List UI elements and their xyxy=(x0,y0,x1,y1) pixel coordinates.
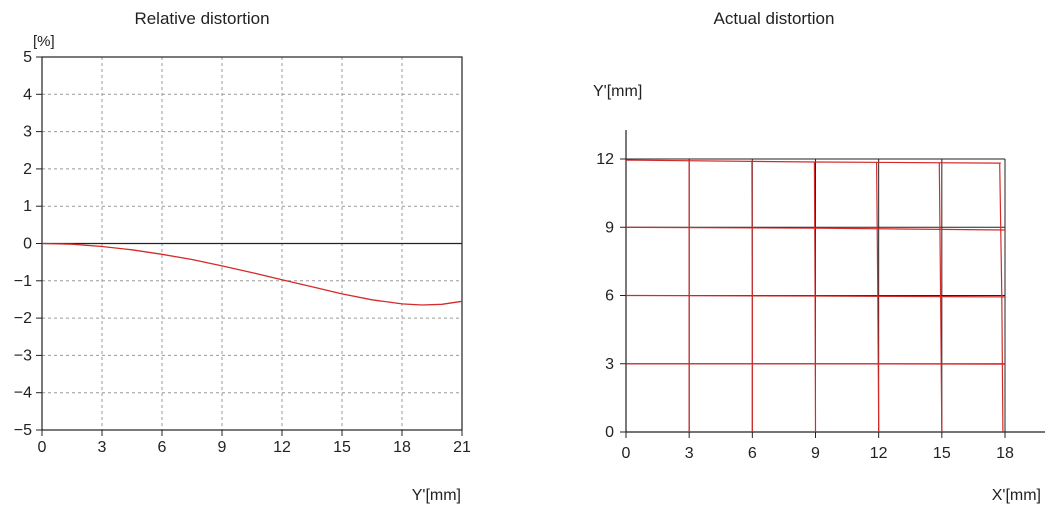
right-x-tick-label: 12 xyxy=(870,445,888,462)
distorted-grid-vertical-line xyxy=(876,162,880,433)
right-y-tick-label: 6 xyxy=(605,288,614,305)
actual-distortion-chart: Actual distortion Y'[mm] X'[mm] 0 3 6 9 12 15… xyxy=(593,9,1045,504)
left-y-tick-label: −4 xyxy=(14,385,32,402)
right-x-tick-label: 6 xyxy=(748,445,757,462)
actual-distortion-y-axis-label: Y'[mm] xyxy=(593,83,642,100)
right-x-tick-label: 18 xyxy=(996,445,1014,462)
distorted-grid-vertical-line xyxy=(813,161,817,433)
relative-distortion-curve xyxy=(41,242,463,306)
left-x-tick-label: 12 xyxy=(273,439,291,456)
right-y-tick-label: 9 xyxy=(605,219,614,236)
distorted-grid-vertical-line xyxy=(999,163,1004,433)
distorted-grid-horizontal-line xyxy=(625,159,1001,164)
left-y-tick-label: −2 xyxy=(14,310,32,327)
right-y-tick-label: 0 xyxy=(605,424,614,441)
left-y-tick-label: −3 xyxy=(14,347,32,364)
left-y-tick-label: −1 xyxy=(14,273,32,290)
relative-distortion-chart: Relative distortion [%] Y'[mm] 0 3 6 9 12 15 1… xyxy=(14,9,471,504)
left-y-tick-label: 3 xyxy=(23,124,32,141)
left-y-tick-label: 1 xyxy=(23,198,32,215)
actual-distortion-title: Actual distortion xyxy=(714,9,835,28)
left-x-tick-label: 18 xyxy=(393,439,411,456)
left-x-tick-label: 0 xyxy=(38,439,47,456)
left-x-tick-label: 15 xyxy=(333,439,351,456)
left-x-tick-label: 3 xyxy=(98,439,107,456)
right-x-tick-label: 9 xyxy=(811,445,820,462)
relative-distortion-title: Relative distortion xyxy=(134,9,269,28)
relative-distortion-y-axis-label: [%] xyxy=(33,33,55,50)
right-x-tick-label: 0 xyxy=(622,445,631,462)
left-x-tick-label: 6 xyxy=(158,439,167,456)
right-y-tick-label: 3 xyxy=(605,356,614,373)
actual-distortion-x-axis-label: X'[mm] xyxy=(992,487,1041,504)
distorted-grid-vertical-line xyxy=(938,162,943,433)
left-y-tick-label: 2 xyxy=(23,161,32,178)
relative-distortion-x-axis-label: Y'[mm] xyxy=(412,487,461,504)
left-y-tick-label: 0 xyxy=(23,236,32,253)
right-y-tick-label: 12 xyxy=(596,151,614,168)
left-y-tick-label: 5 xyxy=(23,49,32,66)
right-x-tick-label: 15 xyxy=(933,445,951,462)
left-y-tick-label: 4 xyxy=(23,86,32,103)
left-y-tick-label: −5 xyxy=(14,422,32,439)
left-x-tick-label: 21 xyxy=(453,439,471,456)
right-x-tick-label: 3 xyxy=(685,445,694,462)
left-x-tick-label: 9 xyxy=(218,439,227,456)
